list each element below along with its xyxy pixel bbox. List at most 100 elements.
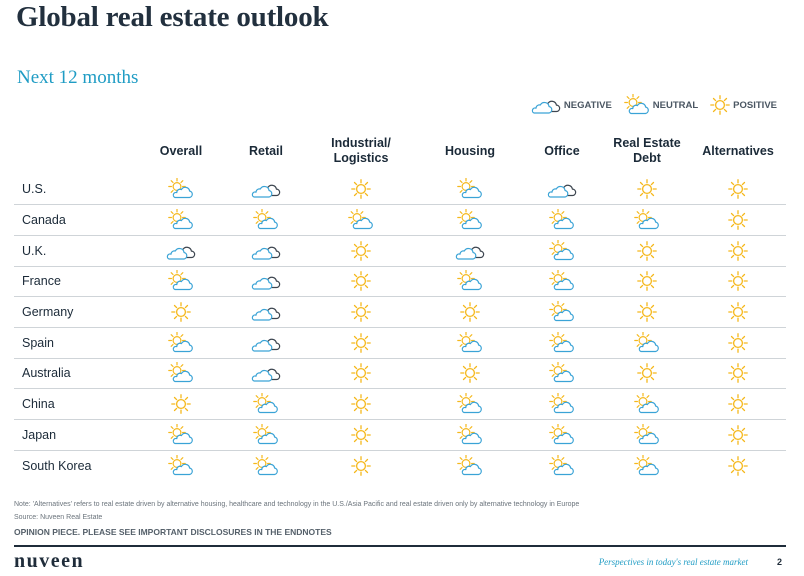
sun-icon (351, 394, 371, 415)
rating-cell (690, 327, 786, 359)
rating-cell (132, 419, 230, 451)
sun-behind-cloud-icon (253, 209, 279, 230)
sun-icon (460, 363, 480, 384)
rating-cell (302, 204, 420, 236)
rating-cell (132, 174, 230, 206)
rating-cell (520, 296, 604, 328)
sun-behind-cloud-icon (457, 454, 483, 475)
sun-icon (710, 95, 731, 115)
table-row: France (14, 266, 786, 298)
disclaimer: OPINION PIECE. PLEASE SEE IMPORTANT DISC… (14, 527, 332, 537)
rating-cell (302, 174, 420, 206)
rating-cell (520, 450, 604, 481)
page-subtitle: Next 12 months (17, 67, 139, 88)
rating-cell (520, 358, 604, 390)
rating-cell (132, 358, 230, 390)
rating-cell (302, 296, 420, 328)
country-name: U.S. (14, 174, 132, 206)
rating-cell (230, 296, 302, 328)
table-row: Japan (14, 419, 786, 451)
cloud-icon (251, 334, 281, 352)
rating-cell (420, 358, 520, 390)
country-name: South Korea (22, 458, 92, 473)
sun-behind-cloud-icon (549, 423, 575, 444)
sun-icon (728, 302, 748, 322)
sun-icon (351, 455, 371, 476)
sun-behind-cloud-icon (168, 423, 194, 444)
sun-icon (728, 240, 748, 261)
rating-cell (230, 358, 302, 390)
rating-cell (690, 419, 786, 451)
cloud-icon (251, 180, 281, 198)
sun-behind-cloud-icon (549, 239, 575, 260)
footnote: Note: 'Alternatives' refers to real esta… (14, 501, 580, 508)
table-header-row: Overall Retail Industrial/ Logistics Housin… (14, 128, 786, 174)
sun-behind-cloud-icon (549, 331, 575, 352)
sun-behind-cloud-icon (168, 209, 194, 230)
rating-cell (690, 388, 786, 420)
sun-icon (351, 424, 371, 445)
page-number: 2 (776, 557, 782, 567)
rating-cell (132, 388, 230, 420)
cloud-icon (455, 242, 485, 260)
cloud-icon (251, 273, 281, 291)
sun-behind-cloud-icon (549, 209, 575, 230)
rating-cell (230, 174, 302, 206)
rating-cell (420, 327, 520, 359)
legend-label: POSITIVE (733, 99, 777, 111)
sun-behind-cloud-icon (348, 209, 374, 230)
sun-icon (637, 240, 657, 261)
sun-behind-cloud-icon (549, 270, 575, 291)
sun-icon (351, 363, 371, 384)
cloud-icon (251, 242, 281, 260)
sun-behind-cloud-icon (457, 393, 483, 414)
table-row: U.K. (14, 235, 786, 267)
rating-cell (420, 266, 520, 298)
rating-cell (230, 235, 302, 267)
sun-behind-cloud-icon (549, 393, 575, 414)
rating-cell (132, 327, 230, 359)
rating-cell (690, 235, 786, 267)
sun-icon (351, 271, 371, 292)
rating-cell (604, 358, 690, 390)
page-title: Global real estate outlook (16, 1, 329, 33)
rating-cell (230, 204, 302, 236)
sun-behind-cloud-icon (549, 301, 575, 322)
country-name: France (14, 266, 132, 298)
sun-icon (460, 302, 480, 322)
rating-cell (690, 358, 786, 390)
legend-item-positive: POSITIVE (710, 95, 777, 115)
rating-cell (132, 266, 230, 298)
sun-icon (728, 424, 748, 445)
rating-cell (230, 327, 302, 359)
rating-cell (520, 174, 604, 206)
rating-cell (604, 327, 690, 359)
rating-cell (690, 296, 786, 328)
sun-behind-cloud-icon (457, 331, 483, 352)
footer-divider (14, 545, 786, 547)
table-row: U.S. (14, 174, 786, 206)
rating-cell (132, 235, 230, 267)
legend-label: NEGATIVE (563, 99, 612, 111)
rating-cell (520, 388, 604, 420)
country-name: Japan (14, 419, 132, 451)
rating-cell (604, 388, 690, 420)
cloud-icon (166, 242, 196, 260)
sun-behind-cloud-icon (634, 454, 660, 475)
rating-cell (230, 419, 302, 451)
sun-behind-cloud-icon (634, 423, 660, 444)
rating-cell (302, 327, 420, 359)
rating-cell (690, 174, 786, 206)
rating-cell (604, 450, 690, 481)
sun-icon (728, 455, 748, 476)
legend-item-negative: NEGATIVE (531, 95, 612, 115)
rating-cell (230, 450, 302, 481)
rating-cell (132, 450, 230, 481)
cloud-icon (251, 365, 281, 383)
sun-icon (171, 302, 191, 322)
sun-icon (351, 332, 371, 353)
sun-behind-cloud-icon (457, 209, 483, 230)
sun-icon (637, 363, 657, 384)
table-body: U.S. Canada U.K. Fran (14, 174, 786, 481)
footer-tagline: Perspectives in today's real estate mark… (598, 557, 748, 567)
